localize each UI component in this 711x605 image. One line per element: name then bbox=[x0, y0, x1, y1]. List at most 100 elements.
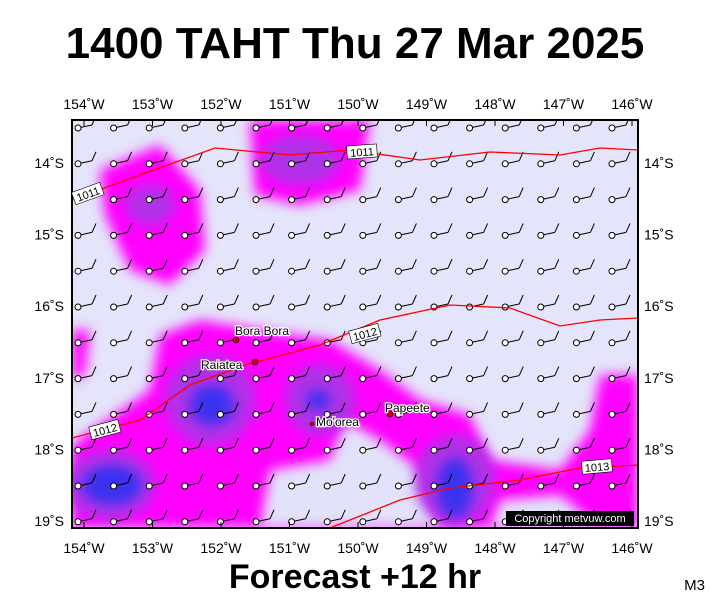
lon-label-bottom: 148˚W bbox=[474, 540, 516, 556]
barb-station bbox=[252, 231, 260, 239]
barb-flag bbox=[662, 188, 666, 197]
barb-station bbox=[181, 231, 189, 239]
barb-station bbox=[74, 410, 82, 418]
barb-flag bbox=[127, 187, 133, 197]
barb-station bbox=[572, 124, 580, 132]
lat-label-right: 16˚S bbox=[644, 298, 674, 314]
place-name: Mo'orea bbox=[316, 415, 359, 429]
barb-flag bbox=[447, 402, 453, 412]
barb-station bbox=[252, 160, 260, 168]
isobar-label-text: 1013 bbox=[584, 461, 609, 475]
barb-station bbox=[74, 482, 82, 490]
barb-flag bbox=[305, 294, 311, 305]
barb-station bbox=[466, 231, 474, 239]
barb-station bbox=[430, 160, 438, 168]
barb-station bbox=[252, 303, 260, 311]
barb-station bbox=[288, 124, 296, 132]
barb-station bbox=[216, 446, 224, 454]
barb-flag bbox=[518, 402, 524, 412]
barb-flag bbox=[589, 151, 595, 162]
barb-flag bbox=[269, 473, 275, 484]
barb-flag bbox=[198, 258, 204, 269]
barb-flag bbox=[376, 402, 382, 412]
barb-station bbox=[537, 160, 545, 168]
barb-station bbox=[394, 375, 402, 383]
barb-flag bbox=[340, 294, 346, 305]
place-name: Papeete bbox=[385, 401, 430, 415]
barb-flag bbox=[447, 258, 453, 269]
barb-station bbox=[430, 339, 438, 347]
barb-station bbox=[645, 197, 651, 203]
barb-station bbox=[537, 410, 545, 418]
barb-station bbox=[572, 303, 580, 311]
barb-station bbox=[323, 375, 331, 383]
barb-flag bbox=[305, 509, 311, 520]
barb-flag bbox=[269, 509, 275, 520]
barb-station bbox=[394, 231, 402, 239]
barb-station bbox=[501, 446, 509, 454]
barb-station bbox=[394, 410, 402, 418]
barb-station bbox=[501, 196, 509, 204]
barb-station bbox=[359, 124, 367, 132]
barb-flag bbox=[340, 223, 346, 233]
barb-flag bbox=[91, 366, 97, 376]
lon-label-bottom: 153˚W bbox=[132, 540, 174, 556]
barb-flag bbox=[518, 223, 524, 233]
barb-station bbox=[216, 482, 224, 490]
barb-flag bbox=[589, 223, 595, 233]
barb-flag bbox=[198, 473, 204, 484]
barb-station bbox=[74, 303, 82, 311]
barb-flag bbox=[483, 509, 489, 520]
barb-station bbox=[288, 303, 296, 311]
barb-flag bbox=[305, 223, 311, 233]
barb-station bbox=[216, 231, 224, 239]
barb-flag bbox=[625, 366, 631, 376]
barb-station bbox=[216, 410, 224, 418]
isobar-label-box bbox=[71, 181, 105, 206]
barb-flag bbox=[662, 259, 666, 268]
barb-station bbox=[288, 410, 296, 418]
lon-label-top: 147˚W bbox=[543, 96, 585, 112]
barb-flag bbox=[91, 151, 97, 162]
barb-station bbox=[74, 231, 82, 239]
barb-station bbox=[110, 160, 118, 168]
barb-flag bbox=[625, 437, 631, 448]
barb-station bbox=[74, 446, 82, 454]
barb-flag bbox=[589, 402, 595, 412]
barb-station bbox=[501, 231, 509, 239]
barb-flag bbox=[483, 366, 489, 376]
barb-flag bbox=[554, 223, 560, 233]
barb-flag bbox=[589, 437, 595, 448]
barb-flag bbox=[198, 330, 204, 341]
barb-flag bbox=[127, 437, 133, 448]
barb-station bbox=[145, 196, 153, 204]
barb-flag bbox=[554, 294, 560, 305]
barb-flag bbox=[233, 437, 239, 448]
barb-flag bbox=[162, 437, 168, 448]
lon-label-top: 153˚W bbox=[132, 96, 174, 112]
barb-flag bbox=[269, 187, 275, 197]
barb-station bbox=[608, 231, 616, 239]
barb-station bbox=[359, 303, 367, 311]
barb-station bbox=[216, 518, 224, 526]
barb-flag bbox=[91, 509, 97, 520]
barb-station bbox=[216, 375, 224, 383]
barb-station bbox=[430, 375, 438, 383]
barb-flag bbox=[554, 330, 560, 341]
barb-flag bbox=[198, 509, 204, 520]
barb-station bbox=[608, 446, 616, 454]
barb-station bbox=[537, 267, 545, 275]
barb-station bbox=[74, 375, 82, 383]
barb-flag bbox=[625, 187, 631, 197]
barb-flag bbox=[662, 331, 666, 340]
barb-flag bbox=[269, 258, 275, 269]
barb-station bbox=[288, 231, 296, 239]
barb-station bbox=[145, 160, 153, 168]
isobar-label-box bbox=[348, 322, 382, 345]
lon-label-bottom: 151˚W bbox=[269, 540, 311, 556]
barb-station bbox=[110, 196, 118, 204]
barb-flag bbox=[376, 509, 382, 520]
barb-flag bbox=[625, 294, 631, 305]
barb-station bbox=[394, 482, 402, 490]
